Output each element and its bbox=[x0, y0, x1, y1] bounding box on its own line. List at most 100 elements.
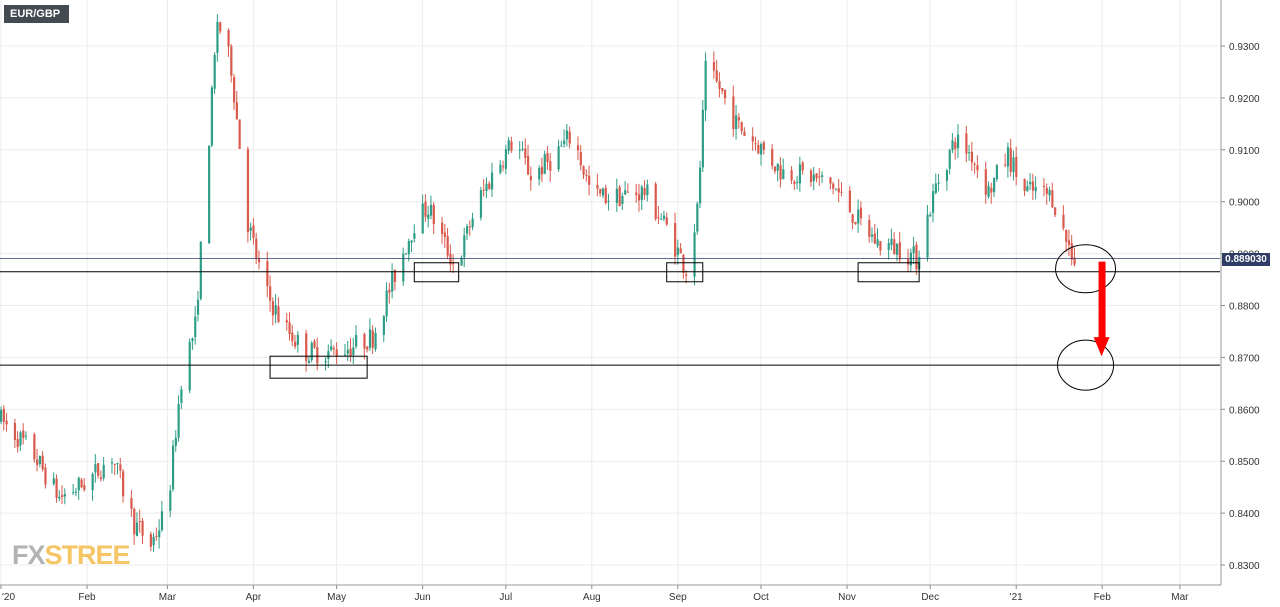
candle-down bbox=[80, 477, 83, 489]
candle-body bbox=[213, 54, 216, 89]
candle-body bbox=[912, 246, 915, 254]
candle-body bbox=[809, 170, 813, 183]
candle-body bbox=[679, 248, 682, 254]
candle-down bbox=[809, 168, 813, 187]
candle-body bbox=[13, 423, 17, 440]
candle-body bbox=[560, 145, 563, 147]
candle-body bbox=[352, 347, 355, 355]
candle-down bbox=[618, 184, 621, 207]
candle-down bbox=[252, 218, 255, 245]
candle-up bbox=[956, 124, 960, 158]
candle-body bbox=[294, 341, 297, 347]
candle-body bbox=[926, 214, 929, 258]
candle-body bbox=[829, 177, 832, 184]
candle-body bbox=[1067, 240, 1071, 245]
candle-body bbox=[388, 289, 391, 293]
candle-up bbox=[693, 224, 696, 286]
candle-body bbox=[479, 190, 483, 218]
symbol-badge[interactable]: EUR/GBP bbox=[4, 5, 70, 23]
candle-body bbox=[604, 187, 607, 204]
candle-up bbox=[413, 224, 416, 243]
candle-body bbox=[887, 243, 890, 250]
candle-down bbox=[679, 243, 682, 254]
candle-body bbox=[956, 134, 960, 149]
candle-body bbox=[24, 435, 28, 437]
axes: 0.83000.84000.85000.86000.87000.88000.89… bbox=[0, 0, 1260, 603]
candle-body bbox=[1004, 164, 1007, 166]
candle-up bbox=[887, 238, 890, 260]
candle-body bbox=[196, 299, 200, 315]
candle-body bbox=[257, 258, 261, 263]
arrow-shaft bbox=[1098, 261, 1106, 340]
candle-up bbox=[346, 340, 349, 362]
candle-body bbox=[674, 223, 677, 257]
candle-body bbox=[465, 226, 469, 234]
candle-body bbox=[72, 492, 75, 494]
candle-up bbox=[624, 181, 627, 195]
candle-body bbox=[704, 60, 707, 111]
candle-body bbox=[208, 145, 211, 244]
candle-up bbox=[621, 192, 624, 210]
x-tick-label: Feb bbox=[1094, 592, 1112, 603]
candle-up bbox=[169, 484, 172, 518]
x-tick-label: Sep bbox=[669, 592, 687, 603]
candle-body bbox=[446, 236, 449, 256]
candle-down bbox=[568, 126, 571, 149]
candle-down bbox=[449, 244, 452, 273]
candle-down bbox=[441, 216, 444, 244]
candle-body bbox=[155, 535, 158, 537]
candle-up bbox=[1012, 150, 1015, 181]
candle-body bbox=[149, 534, 152, 547]
candle-body bbox=[355, 334, 358, 347]
candle-down bbox=[1062, 205, 1065, 231]
candle-up bbox=[180, 385, 183, 410]
candle-up bbox=[993, 177, 996, 197]
candle-body bbox=[521, 149, 524, 151]
candle-down bbox=[393, 269, 397, 291]
candle-down bbox=[452, 254, 455, 274]
candle-body bbox=[873, 233, 876, 244]
candle-body bbox=[934, 183, 937, 193]
candle-down bbox=[970, 141, 974, 171]
candle-up bbox=[24, 431, 28, 441]
candle-up bbox=[471, 212, 474, 231]
candle-body bbox=[685, 274, 688, 276]
candle-body bbox=[915, 244, 918, 270]
candle-body bbox=[973, 163, 976, 165]
candle-body bbox=[1026, 186, 1029, 192]
candle-down bbox=[1051, 182, 1054, 209]
candle-body bbox=[249, 227, 252, 231]
candle-body bbox=[621, 196, 624, 204]
candle-up bbox=[995, 163, 998, 182]
candle-up bbox=[518, 141, 521, 160]
candle-body bbox=[130, 498, 133, 509]
candle-body bbox=[55, 478, 58, 498]
candle-body bbox=[859, 207, 863, 219]
candle-body bbox=[868, 220, 871, 237]
candle-body bbox=[929, 214, 932, 217]
candle-body bbox=[976, 165, 979, 171]
candle-up bbox=[274, 294, 277, 324]
candle-up bbox=[929, 211, 932, 217]
candle-body bbox=[637, 194, 641, 201]
candle-body bbox=[404, 253, 408, 255]
candle-body bbox=[169, 490, 172, 511]
candle-body bbox=[596, 184, 599, 189]
candle-body bbox=[698, 167, 702, 204]
candle-body bbox=[776, 163, 779, 171]
candle-body bbox=[307, 360, 311, 364]
candle-up bbox=[640, 184, 643, 211]
candle-up bbox=[463, 228, 466, 268]
candle-down bbox=[579, 145, 582, 171]
candle-down bbox=[1009, 138, 1012, 177]
candle-up bbox=[521, 141, 524, 152]
candle-body bbox=[948, 149, 951, 169]
candle-body bbox=[429, 204, 433, 216]
candle-body bbox=[984, 169, 987, 195]
candle-body bbox=[568, 131, 571, 144]
candle-body bbox=[529, 176, 532, 181]
candle-body bbox=[995, 165, 998, 180]
candle-down bbox=[582, 165, 585, 179]
candle-body bbox=[41, 455, 44, 470]
